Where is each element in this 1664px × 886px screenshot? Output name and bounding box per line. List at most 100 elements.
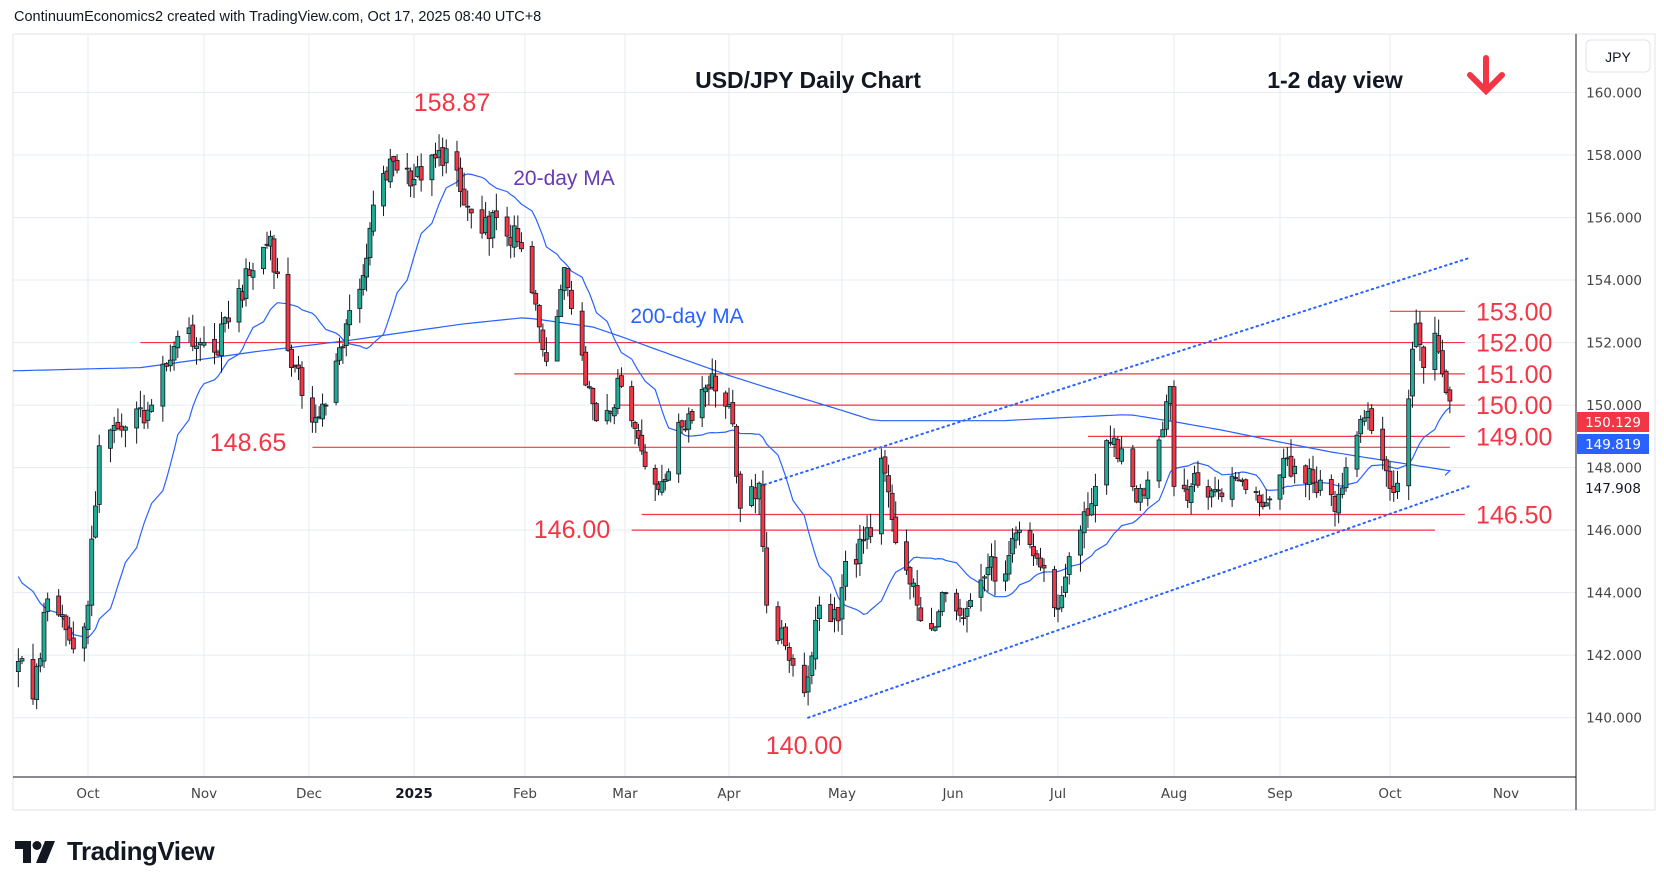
candle: [1369, 404, 1375, 435]
candle: [454, 140, 460, 187]
candle: [1257, 490, 1262, 517]
y-tick-label: 144.000: [1586, 586, 1642, 602]
currency-button[interactable]: [1585, 39, 1651, 73]
candle: [1383, 456, 1389, 487]
candle: [1292, 458, 1298, 484]
candle: [686, 407, 692, 443]
candle: [333, 353, 339, 406]
candle: [1055, 594, 1061, 623]
candle: [493, 193, 499, 231]
candle: [639, 419, 645, 455]
candle: [504, 206, 510, 247]
candle: [893, 501, 899, 545]
tradingview-logo[interactable]: TradingView: [15, 836, 215, 867]
candle: [813, 606, 819, 670]
candle: [1421, 345, 1427, 384]
y-tick-label: 154.000: [1586, 273, 1642, 289]
x-tick-label: Mar: [612, 786, 638, 802]
candle: [243, 258, 249, 307]
candle: [904, 529, 909, 576]
candle: [1104, 439, 1110, 495]
tradingview-brand: TradingView: [67, 836, 215, 866]
time-axis: Oct Nov Dec 2025 Feb Mar Apr May Jun Jul Aug Sep Oct…: [76, 786, 1519, 802]
x-tick-label: Feb: [513, 786, 537, 802]
candle: [936, 609, 942, 628]
candle: [1216, 479, 1221, 500]
candle: [540, 323, 546, 357]
chart-title: USD/JPY Daily Chart: [695, 67, 921, 93]
candle: [809, 651, 815, 685]
level-label: 149.00: [1476, 423, 1552, 451]
y-tick-label: 148.000: [1586, 461, 1642, 477]
candle: [1361, 409, 1367, 426]
candle: [81, 622, 87, 662]
candle: [340, 343, 346, 364]
y-tick-label: 140.000: [1586, 711, 1642, 727]
high-label: 158.87: [414, 89, 490, 117]
candle: [1066, 552, 1072, 585]
candle: [343, 319, 349, 357]
candle: [408, 167, 414, 198]
candle: [285, 257, 291, 352]
ma200-value-badge: [1577, 478, 1649, 498]
candle: [19, 655, 25, 665]
candle: [985, 553, 991, 592]
tradingview-logo-icon: [15, 840, 55, 863]
candle: [411, 163, 417, 198]
chart-subtitle: 1-2 day view: [1267, 67, 1403, 93]
candle: [347, 294, 353, 337]
candle: [370, 190, 376, 236]
candle: [1336, 483, 1342, 524]
candle: [15, 648, 21, 688]
candle: [201, 326, 207, 348]
candle: [1052, 565, 1057, 617]
candle: [429, 153, 435, 196]
candle: [367, 222, 373, 266]
candle: [679, 419, 685, 434]
candle: [544, 337, 549, 367]
candle: [357, 278, 363, 323]
candle: [1059, 586, 1065, 613]
candle: [1354, 431, 1360, 478]
level-label: 148.65: [210, 429, 286, 457]
candle: [1209, 488, 1215, 508]
candle: [226, 300, 231, 329]
candle: [536, 303, 542, 343]
lower-channel-trendline[interactable]: [807, 485, 1470, 719]
candle: [1447, 386, 1453, 414]
candle: [85, 600, 91, 645]
candle: [786, 642, 792, 674]
candle: [713, 360, 718, 408]
candle: [583, 346, 589, 387]
candle: [1387, 461, 1393, 501]
candle: [190, 314, 196, 352]
trendlines: [758, 257, 1470, 719]
candle: [41, 602, 47, 669]
candle: [978, 563, 984, 612]
candle: [918, 596, 924, 622]
candle: [1195, 460, 1201, 488]
candle: [1160, 421, 1166, 438]
candle: [1145, 471, 1151, 507]
candle: [968, 593, 973, 609]
last-price-badge: [1577, 412, 1649, 432]
candle: [954, 588, 959, 621]
candle: [723, 390, 729, 419]
chart-attribution: ContinuumEconomics2 created with Trading…: [14, 9, 542, 25]
candle: [790, 654, 796, 677]
candle: [323, 402, 329, 416]
candle: [194, 337, 199, 365]
candle: [558, 284, 564, 317]
level-label: 146.00: [534, 516, 610, 544]
candle: [468, 208, 474, 229]
x-tick-label: Oct: [1378, 786, 1401, 802]
candle: [764, 531, 770, 614]
candle: [1281, 448, 1287, 495]
candle: [1267, 496, 1273, 510]
candle: [458, 157, 463, 208]
upper-channel-trendline[interactable]: [758, 257, 1470, 488]
x-tick-label: Jul: [1049, 786, 1066, 802]
y-tick-label: 158.000: [1586, 148, 1642, 164]
y-tick-label: 152.000: [1586, 336, 1642, 352]
